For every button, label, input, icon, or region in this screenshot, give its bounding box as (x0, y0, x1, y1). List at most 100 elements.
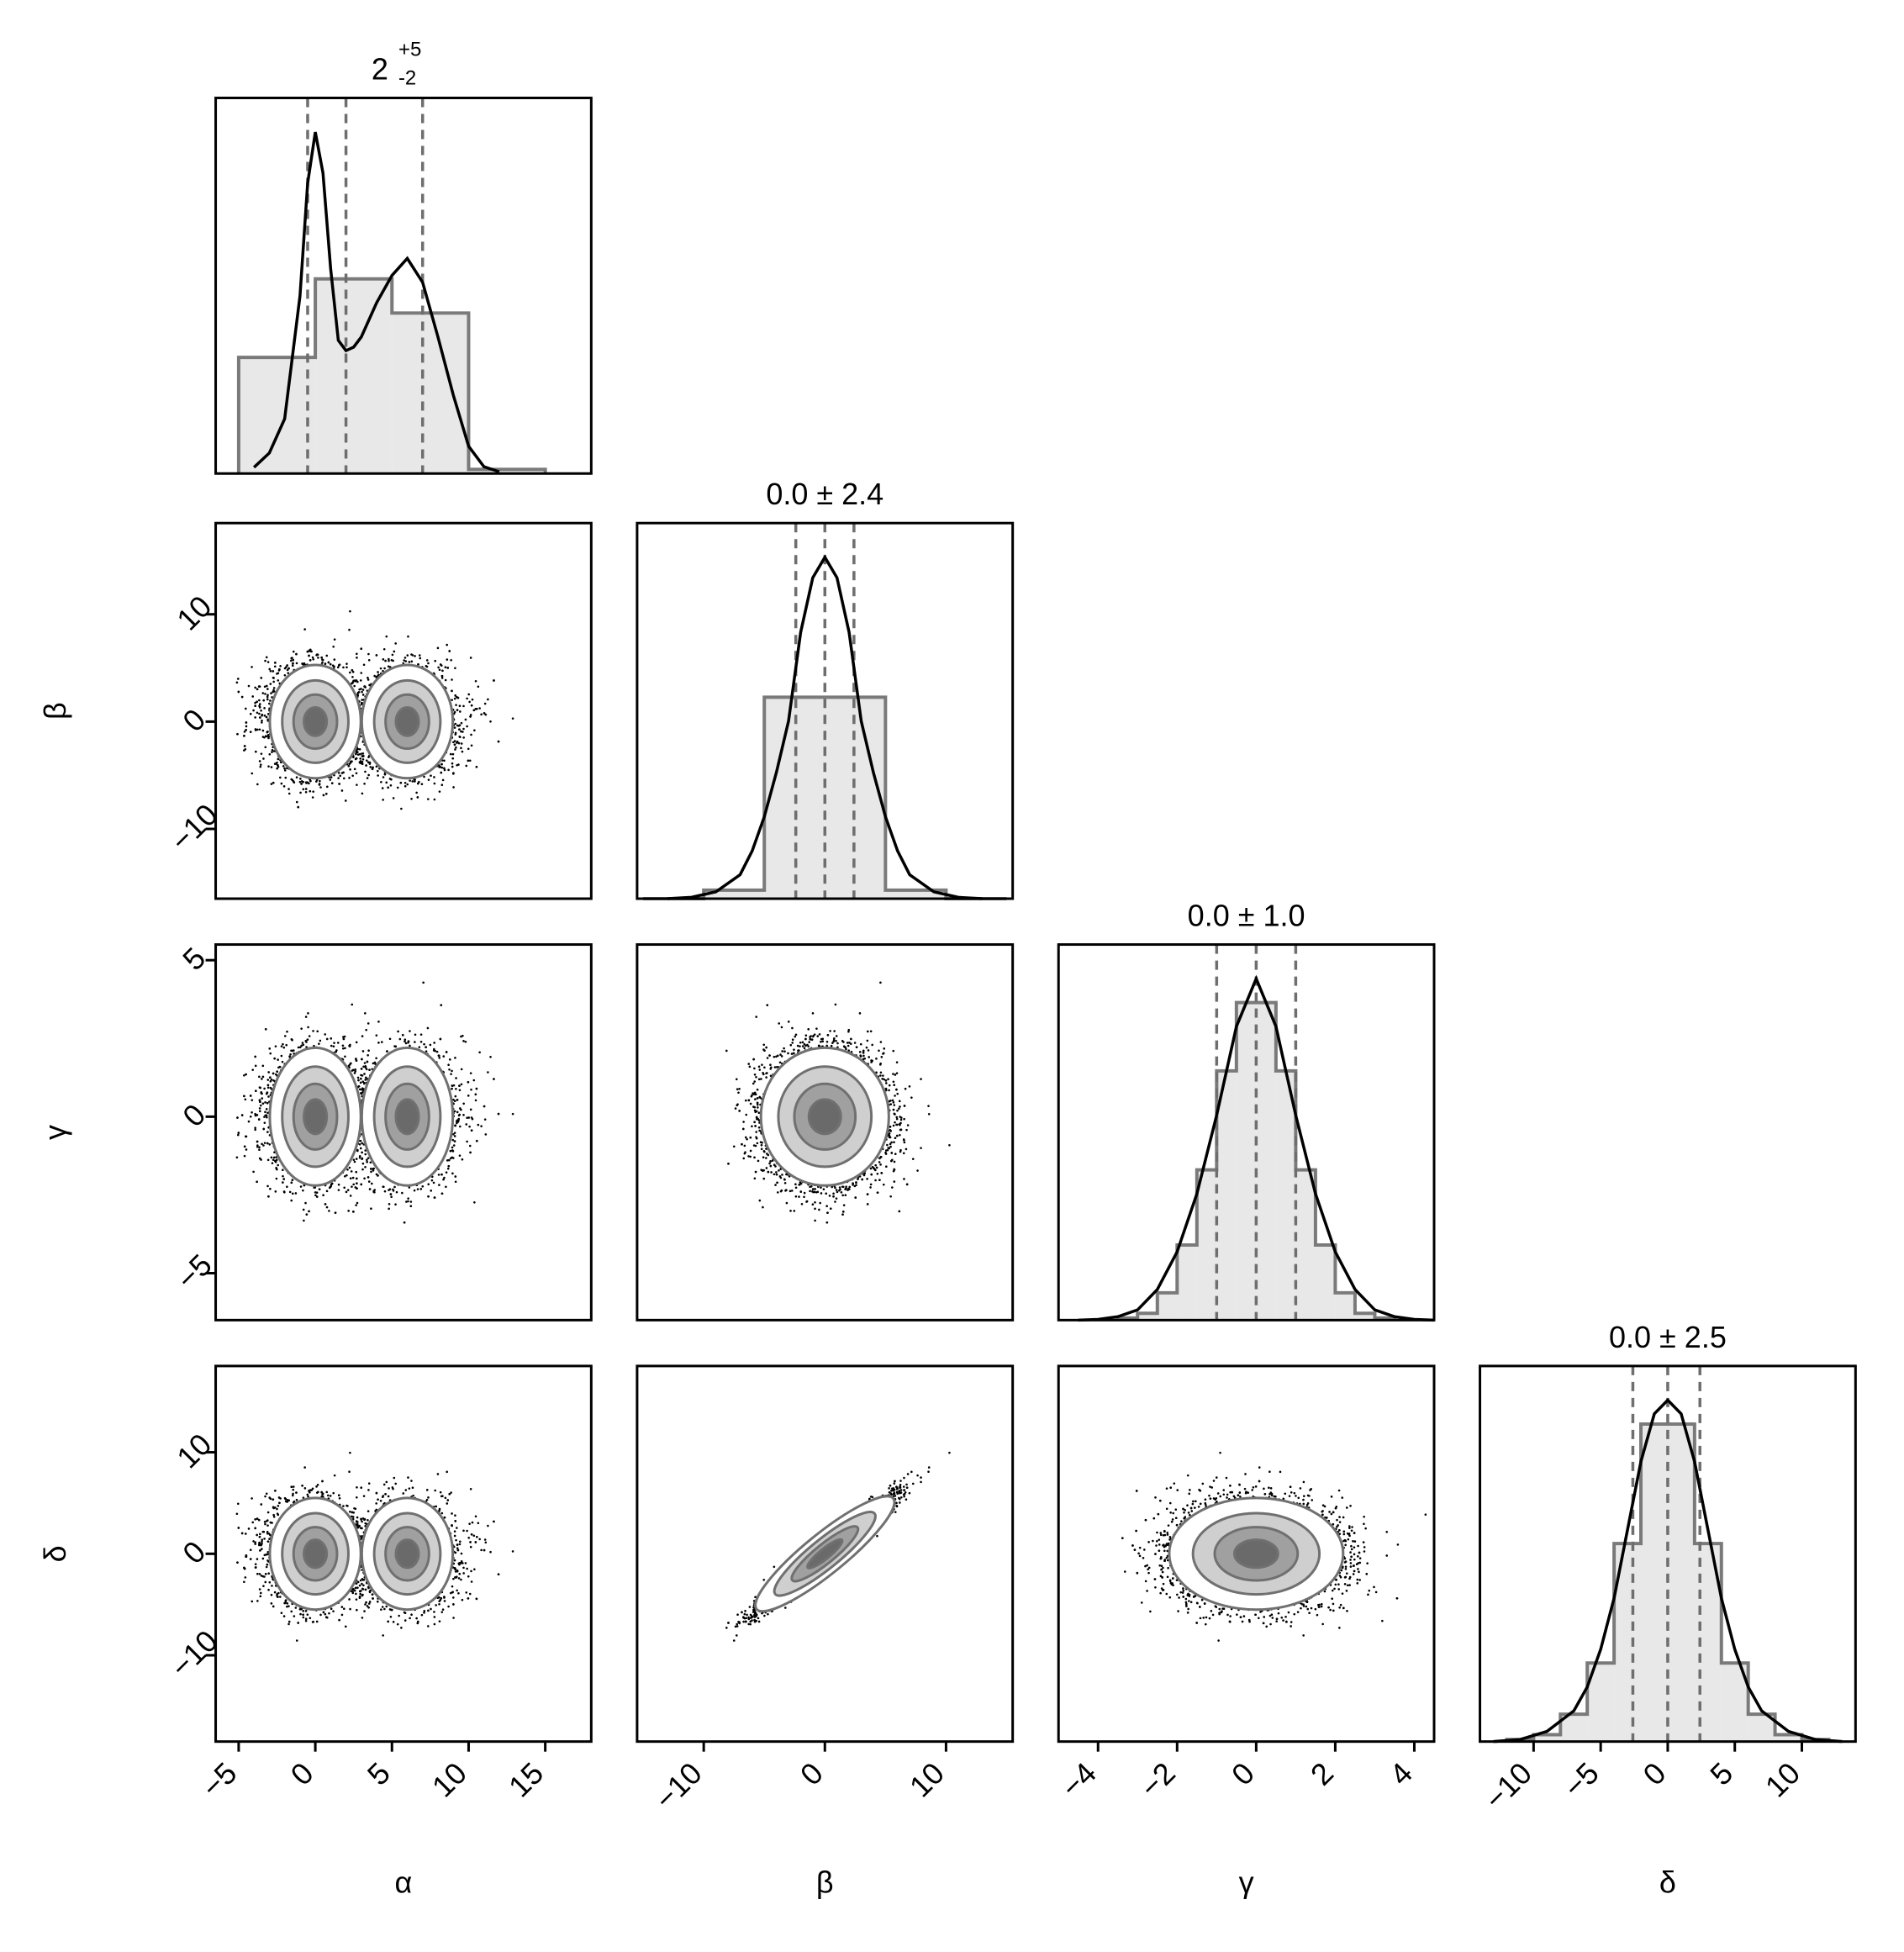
sample-point (383, 667, 386, 670)
sample-point (261, 729, 265, 732)
sample-point (269, 669, 272, 673)
sample-point (478, 707, 481, 710)
marginal-title: 0.0 ± 2.4 (766, 477, 883, 511)
sample-point (337, 777, 340, 779)
sample-point (277, 757, 280, 761)
sample-point (280, 782, 283, 785)
sample-point (249, 712, 252, 715)
sample-point (382, 776, 385, 778)
sample-point (355, 772, 358, 775)
sample-point (268, 667, 272, 671)
panel-frame (1057, 943, 1436, 1322)
sample-point (256, 728, 259, 731)
sample-point (489, 720, 492, 723)
sample-point (455, 746, 457, 749)
sample-point (292, 662, 294, 665)
sample-point (282, 765, 285, 768)
sample-point (307, 650, 309, 653)
sample-point (451, 678, 453, 681)
sample-point (243, 731, 246, 733)
sample-point (474, 679, 477, 683)
sample-point (436, 646, 440, 650)
sample-point (446, 643, 448, 646)
sample-point (458, 704, 461, 708)
sample-point (258, 699, 261, 702)
sample-point (391, 653, 394, 657)
marginal-panel-0: 2+5-2 (214, 38, 593, 475)
histogram-bar (1295, 1169, 1316, 1321)
sample-point (393, 650, 396, 653)
sample-point (466, 725, 468, 728)
sample-point (394, 642, 398, 645)
sample-point (466, 697, 468, 700)
sample-point (283, 767, 286, 770)
kde-curve (252, 131, 500, 473)
sample-point (414, 655, 416, 657)
sample-point (252, 709, 255, 712)
sample-point (266, 695, 269, 699)
sample-point (464, 718, 467, 721)
pair-panel-α-β (214, 521, 593, 900)
sample-point (467, 747, 470, 751)
sample-point (353, 684, 356, 688)
histogram-bar (238, 357, 316, 474)
sample-point (329, 662, 332, 666)
sample-point (256, 711, 259, 715)
sample-point (456, 724, 459, 727)
sample-point (403, 784, 407, 788)
sample-point (454, 748, 456, 751)
sample-point (361, 757, 365, 761)
sample-point (270, 766, 273, 768)
sample-point (295, 800, 298, 804)
sample-point (269, 699, 272, 702)
sample-point (411, 780, 414, 783)
histogram-bar (1315, 1244, 1336, 1321)
histogram-bar (1236, 1002, 1257, 1321)
sample-point (270, 783, 273, 785)
histogram-bar (1667, 1423, 1695, 1742)
sample-point (254, 686, 256, 689)
sample-point (326, 785, 329, 789)
sample-point (361, 688, 365, 691)
sample-point (419, 657, 422, 660)
sample-point (258, 703, 261, 705)
sample-point (309, 648, 312, 652)
sample-point (365, 759, 368, 762)
sample-point (272, 676, 275, 679)
sample-point (460, 730, 462, 733)
sample-point (348, 628, 351, 631)
sample-point (356, 657, 358, 659)
kde-curve (1078, 974, 1435, 1322)
sample-point (295, 776, 298, 779)
marginal-title-sup: +5 (398, 38, 421, 61)
sample-point (444, 678, 447, 682)
sample-point (251, 772, 254, 775)
sample-point (438, 764, 440, 767)
sample-point (461, 750, 464, 753)
sample-point (283, 673, 287, 677)
sample-point (302, 788, 305, 791)
sample-point (256, 783, 259, 786)
sample-point (423, 775, 425, 778)
sample-point (312, 790, 314, 793)
histogram-bar (1256, 1002, 1276, 1321)
sample-point (272, 680, 275, 683)
sample-point (441, 669, 444, 673)
sample-point (367, 678, 370, 681)
sample-point (333, 658, 336, 661)
sample-point (276, 767, 278, 770)
sample-point (344, 799, 347, 802)
histogram-bar (1533, 1734, 1561, 1742)
sample-point (337, 772, 340, 774)
sample-point (455, 741, 458, 744)
sample-point (332, 645, 335, 648)
sample-point (389, 783, 393, 787)
sample-point (349, 768, 351, 771)
marginal-title: 2 (372, 51, 388, 86)
histogram-bar (1177, 1244, 1197, 1321)
sample-point (254, 701, 256, 704)
sample-point (454, 722, 457, 725)
sample-point (266, 733, 270, 736)
sample-point (317, 657, 319, 659)
sample-point (329, 778, 332, 781)
